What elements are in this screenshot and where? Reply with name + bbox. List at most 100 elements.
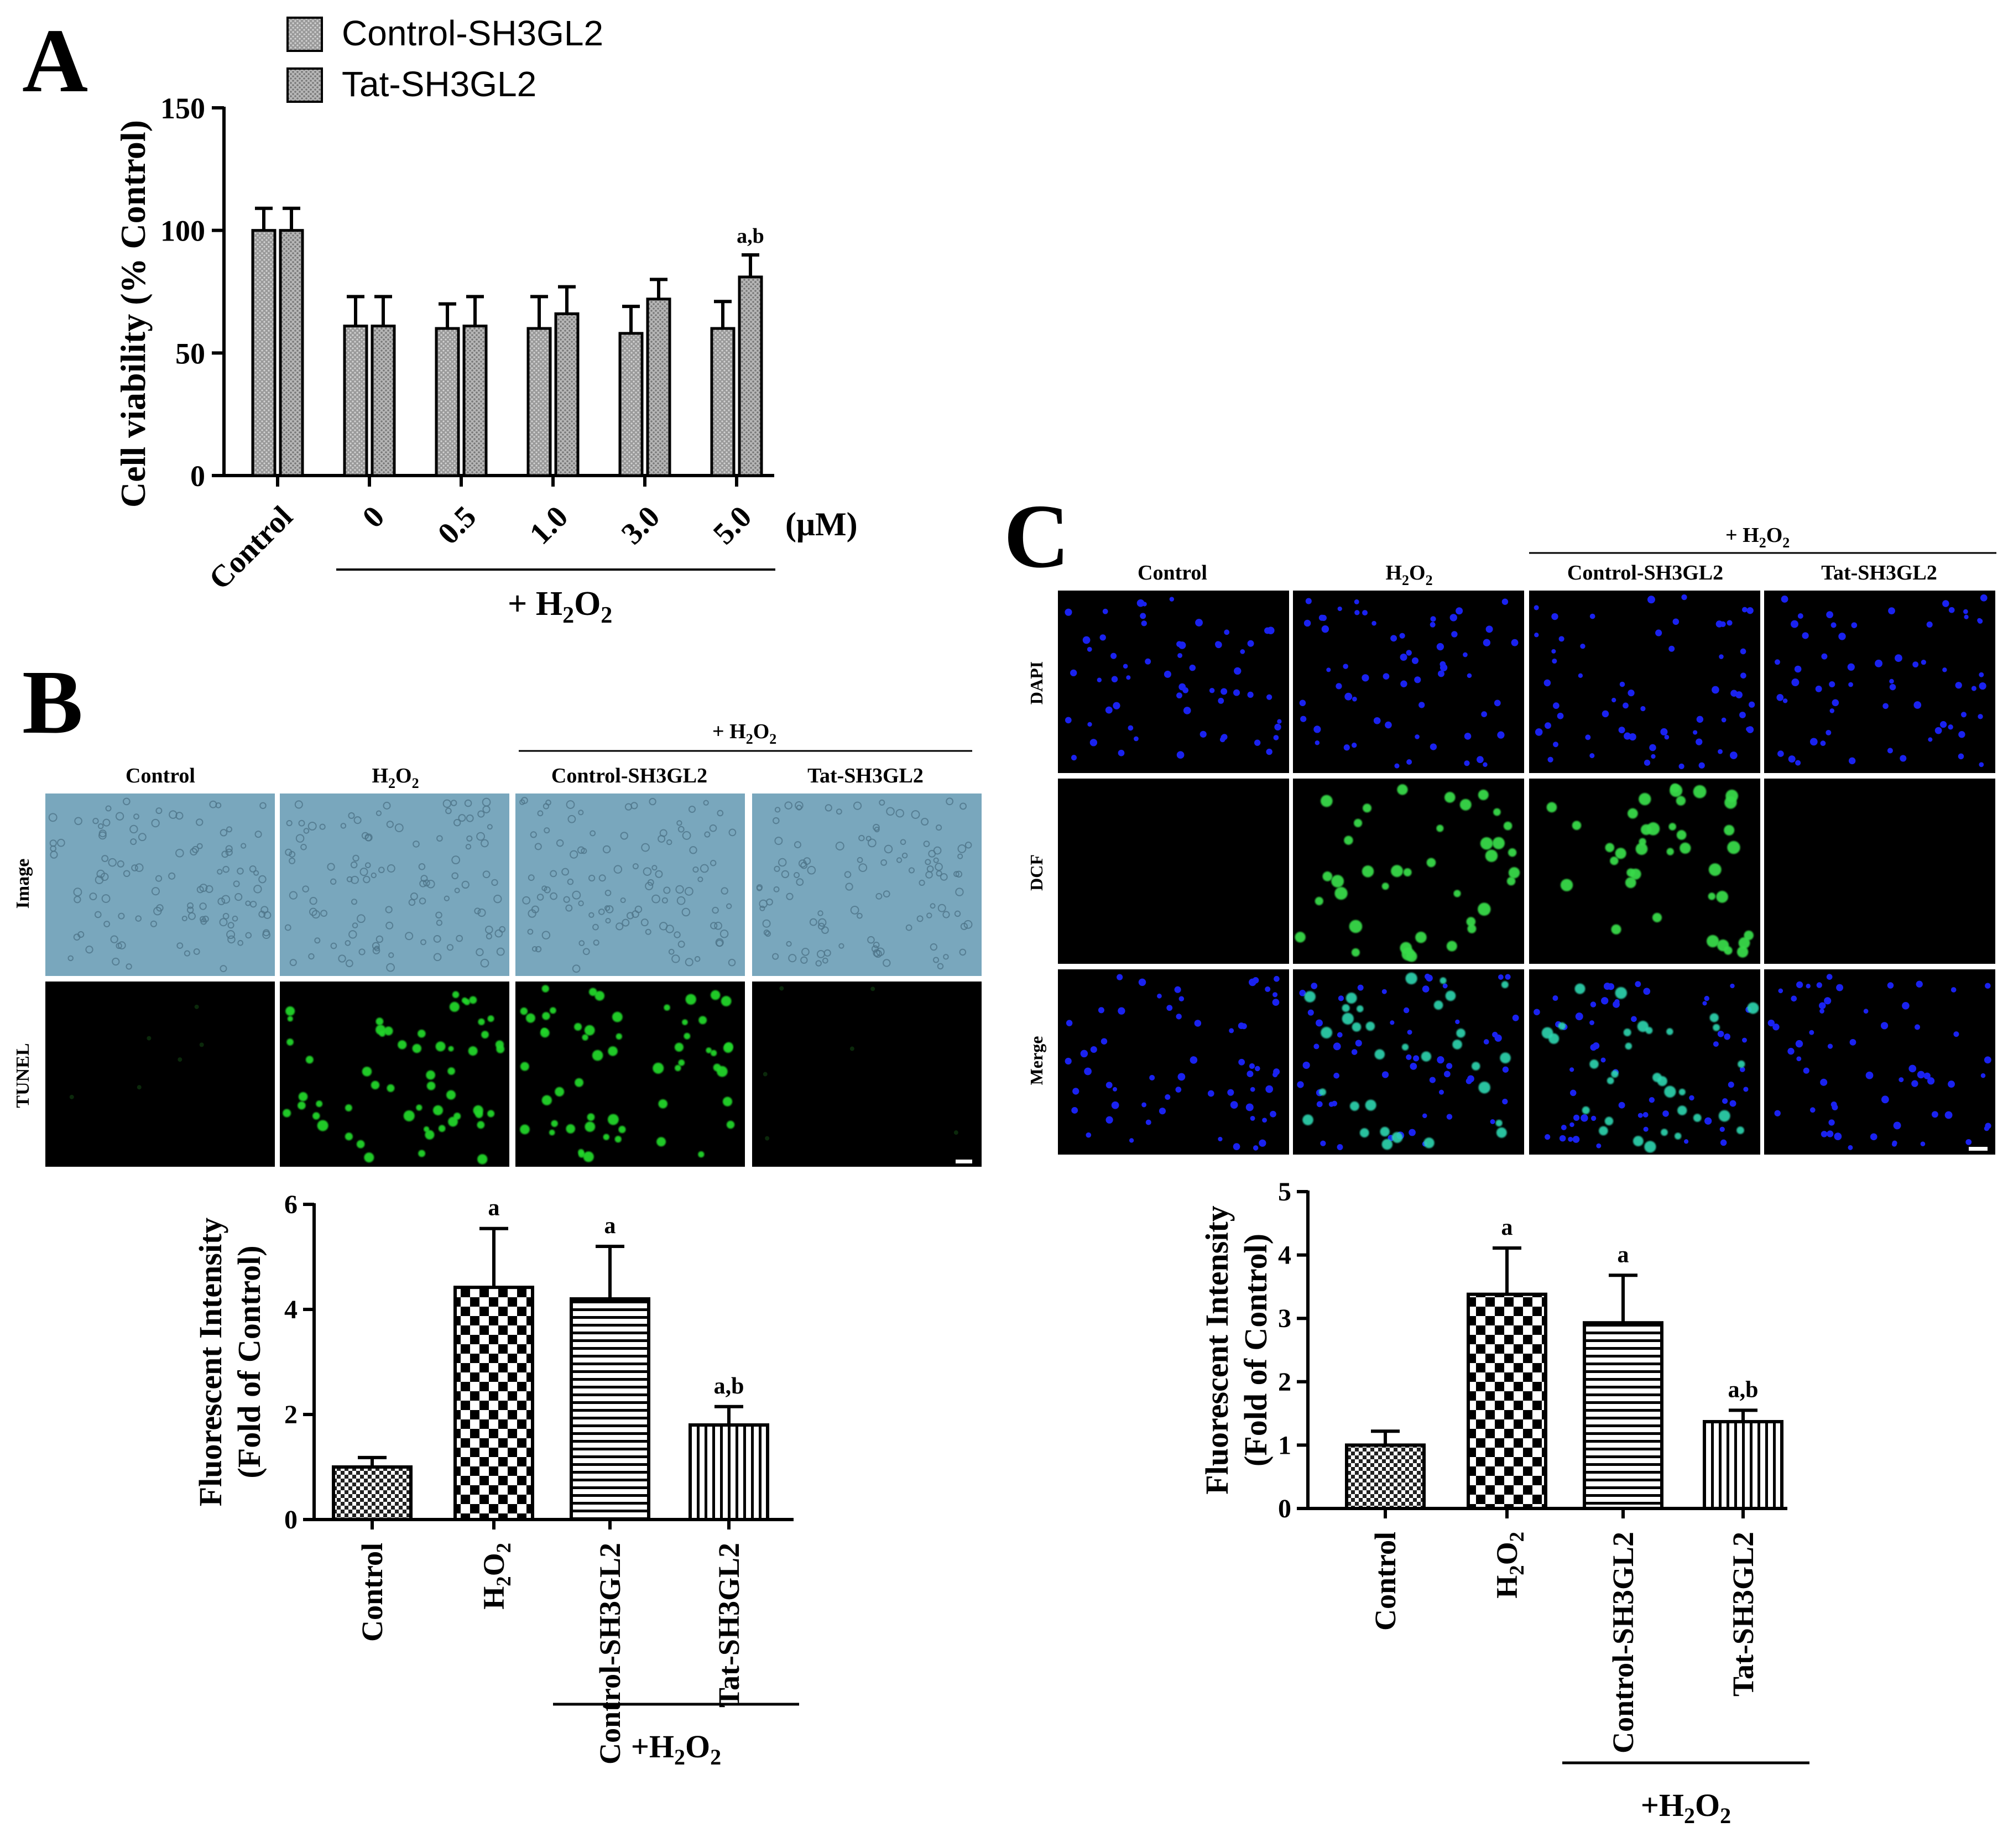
legend-label-control-sh3gl2: Control-SH3GL2	[342, 13, 603, 53]
x-tick-label-c-tat-sh3gl2: Tat-SH3GL2	[1727, 1532, 1760, 1696]
bar-c-h2o2	[1467, 1292, 1547, 1511]
micrograph-c-merge-control	[1058, 969, 1289, 1155]
x-tick-label-a-5-0: 5.0	[707, 499, 758, 551]
row-label-c-dcf: DCF	[1026, 854, 1046, 891]
bar-a-tat-sh3gl2-control	[279, 229, 304, 477]
micrograph-c-dcf-tat-sh3gl2	[1764, 779, 1995, 964]
h2o2-header-b: + H2O2	[712, 720, 776, 747]
annotation-b-control-sh3gl2: a	[604, 1213, 616, 1239]
y-tick-label-c-2: 2	[1278, 1367, 1291, 1397]
annotation-a-5-0: a,b	[737, 225, 764, 248]
micrograph-c-merge-control-sh3gl2	[1529, 969, 1760, 1155]
x-tick-label-b-control-sh3gl2: Control-SH3GL2	[593, 1543, 627, 1765]
bar-a-control-sh3gl2-3-0	[618, 332, 644, 477]
bar-c-control	[1345, 1443, 1426, 1510]
micrograph-c-dcf-control-sh3gl2	[1529, 779, 1760, 964]
row-label-c-merge: Merge	[1026, 1036, 1046, 1085]
x-tick-label-b-h2o2: H2O2	[477, 1543, 515, 1610]
micrograph-c-dapi-control	[1058, 591, 1289, 773]
bar-a-control-sh3gl2-0-5	[435, 327, 460, 477]
y-tick-label-b-4: 4	[284, 1295, 298, 1324]
micrograph-b-tunel-tat-sh3gl2	[752, 982, 982, 1167]
column-header-b-control-sh3gl2: Control-SH3GL2	[551, 764, 707, 787]
y-tick-label-a-100: 100	[160, 215, 205, 248]
x-tick-label-b-control: Control	[356, 1543, 389, 1642]
bar-a-control-sh3gl2-1-0	[526, 327, 552, 477]
column-header-c-h2o2: H2O2	[1385, 561, 1432, 588]
bar-a-control-sh3gl2-control	[251, 229, 277, 477]
panel-label-a: A	[22, 10, 88, 111]
column-header-c-tat-sh3gl2: Tat-SH3GL2	[1821, 561, 1937, 584]
group-label-b: +H2O2	[631, 1729, 721, 1769]
micrograph-b-tunel-control-sh3gl2	[515, 982, 745, 1167]
micrograph-b-image-control-sh3gl2	[515, 794, 745, 976]
bar-a-tat-sh3gl2-0-5	[462, 325, 488, 477]
group-label-a: + H2O2	[508, 585, 612, 628]
micrograph-c-dapi-tat-sh3gl2	[1764, 591, 1995, 773]
group-label-c: +H2O2	[1641, 1787, 1731, 1828]
bar-a-tat-sh3gl2-1-0	[554, 312, 580, 477]
y-tick-label-b-6: 6	[284, 1190, 298, 1219]
y-axis-title-b-line2: (Fold of Control)	[231, 1245, 267, 1478]
bar-a-control-sh3gl2-0	[343, 325, 368, 477]
row-label-b-image: Image	[13, 859, 33, 909]
y-tick-label-b-0: 0	[284, 1505, 298, 1534]
legend-swatch-control-sh3gl2	[286, 17, 323, 52]
y-tick-label-c-1: 1	[1278, 1431, 1291, 1460]
micrograph-grid-c: + H2O2 Control H2O2 Control-SH3GL2 Tat-S…	[1026, 524, 1996, 1155]
y-tick-label-c-3: 3	[1278, 1304, 1291, 1333]
micrograph-grid-b: + H2O2 Control H2O2 Control-SH3GL2 Tat-S…	[13, 720, 982, 1167]
micrograph-b-image-tat-sh3gl2	[752, 794, 982, 976]
y-tick-label-c-0: 0	[1278, 1494, 1291, 1523]
micrograph-b-image-h2o2	[280, 794, 509, 976]
y-axis-title-c-line1: Fluorescent Intensity	[1199, 1205, 1235, 1495]
micrograph-c-dapi-control-sh3gl2	[1529, 591, 1760, 773]
micrograph-c-merge-tat-sh3gl2	[1764, 969, 1995, 1155]
x-tick-label-a-0: 0	[356, 499, 392, 535]
bar-b-tat-sh3gl2	[689, 1423, 769, 1521]
x-tick-label-c-control: Control	[1369, 1532, 1402, 1631]
scale-bar-c	[1969, 1147, 1988, 1151]
bar-a-tat-sh3gl2-3-0	[646, 297, 671, 477]
y-axis-title-b-line1: Fluorescent Intensity	[192, 1218, 228, 1507]
bar-b-control	[332, 1465, 413, 1521]
legend-a: Control-SH3GL2 Tat-SH3GL2	[286, 13, 603, 104]
column-header-c-control-sh3gl2: Control-SH3GL2	[1567, 561, 1723, 584]
micrograph-c-dcf-control	[1058, 779, 1289, 964]
micrograph-c-dapi-h2o2	[1293, 591, 1524, 773]
row-label-b-tunel: TUNEL	[13, 1043, 33, 1108]
unit-label-a: (μM)	[785, 506, 858, 542]
micrograph-b-tunel-control	[45, 982, 275, 1167]
chart-c: 0 1 2 3 4 5 Fluorescent Intensity (Fold of Cont…	[1199, 1177, 1809, 1828]
x-tick-label-b-tat-sh3gl2: Tat-SH3GL2	[712, 1543, 745, 1708]
y-tick-label-a-150: 150	[160, 92, 205, 125]
column-header-b-control: Control	[126, 764, 195, 787]
micrograph-tiles-c	[1058, 591, 1995, 1155]
annotation-c-control-sh3gl2: a	[1618, 1242, 1629, 1267]
micrograph-c-merge-h2o2	[1293, 969, 1524, 1155]
bar-c-control-sh3gl2	[1583, 1321, 1663, 1510]
bar-a-tat-sh3gl2-5-0	[738, 275, 763, 477]
scale-bar-b	[956, 1160, 972, 1163]
micrograph-b-image-control	[45, 794, 275, 976]
y-tick-label-c-4: 4	[1278, 1241, 1291, 1270]
x-tick-label-a-0-5: 0.5	[431, 499, 483, 551]
h2o2-header-c: + H2O2	[1725, 524, 1790, 551]
y-tick-label-a-50: 50	[175, 337, 205, 370]
x-tick-label-a-3-0: 3.0	[615, 499, 666, 551]
x-tick-label-a-1-0: 1.0	[523, 499, 575, 551]
bar-a-control-sh3gl2-5-0	[710, 327, 736, 477]
row-label-c-dapi: DAPI	[1026, 661, 1046, 704]
micrograph-b-tunel-h2o2	[280, 982, 509, 1167]
legend-label-tat-sh3gl2: Tat-SH3GL2	[342, 64, 536, 104]
annotation-c-h2o2: a	[1501, 1215, 1513, 1240]
micrograph-tiles-b	[45, 794, 982, 1167]
chart-b: 0 2 4 6 Fluorescent Intensity (Fold of Contro…	[192, 1190, 799, 1769]
bar-a-tat-sh3gl2-0	[371, 325, 396, 477]
bar-b-h2o2	[453, 1286, 534, 1522]
annotation-c-tat-sh3gl2: a,b	[1728, 1377, 1759, 1402]
annotation-b-h2o2: a	[488, 1196, 500, 1221]
x-tick-label-a-control: Control	[202, 499, 299, 596]
